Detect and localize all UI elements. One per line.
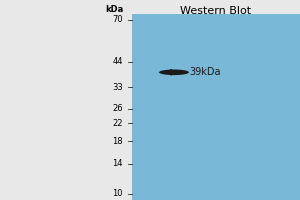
Text: 10: 10 bbox=[112, 190, 123, 198]
Bar bbox=[132, 14, 300, 200]
Text: Western Blot: Western Blot bbox=[180, 6, 252, 16]
Text: 26: 26 bbox=[112, 104, 123, 113]
Text: 18: 18 bbox=[112, 137, 123, 146]
Text: 70: 70 bbox=[112, 16, 123, 24]
Text: 44: 44 bbox=[112, 57, 123, 66]
Ellipse shape bbox=[159, 70, 189, 75]
Text: 14: 14 bbox=[112, 159, 123, 168]
Text: 39kDa: 39kDa bbox=[189, 67, 220, 77]
Text: 22: 22 bbox=[112, 119, 123, 128]
Text: 33: 33 bbox=[112, 83, 123, 92]
Text: kDa: kDa bbox=[105, 4, 123, 14]
